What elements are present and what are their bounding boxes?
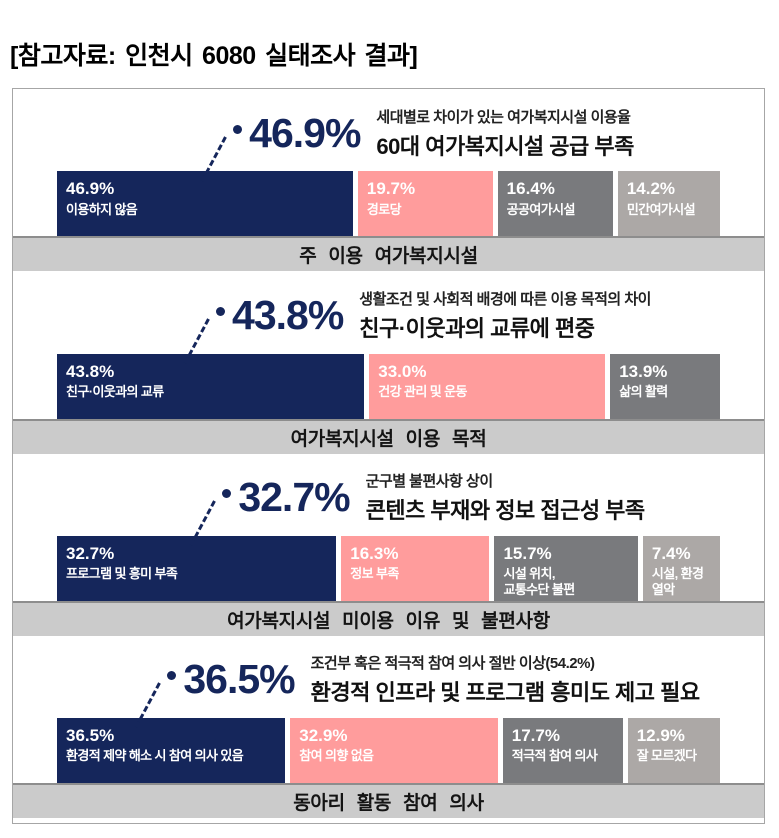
highlight-percent: 46.9%	[200, 109, 361, 182]
segment-label: 시설, 환경 열악	[651, 566, 704, 598]
panel-subtitle: 조건부 혹은 적극적 참여 의사 절반 이상(54.2%)	[310, 655, 595, 673]
highlight-percent: 36.5%	[135, 656, 296, 729]
segment-percent: 16.4%	[506, 179, 555, 199]
panel-subtitle: 생활조건 및 사회적 배경에 따른 이용 목적의 차이	[359, 290, 651, 308]
bar-segment: 17.7% 적극적 참여 의사	[502, 718, 623, 783]
segment-percent: 7.4%	[651, 543, 691, 563]
highlight-percent-value: 36.5%	[183, 656, 295, 703]
page-title: [참고자료: 인천시 6080 실태조사 결과]	[10, 42, 418, 70]
panel-header: 43.8% 생활조건 및 사회적 배경에 따른 이용 목적의 차이 친구·이웃과…	[13, 271, 764, 364]
segment-percent: 19.7%	[366, 179, 416, 199]
survey-panel: 43.8% 생활조건 및 사회적 배경에 따른 이용 목적의 차이 친구·이웃과…	[13, 271, 764, 454]
bar-segment: 15.7% 시설 위치, 교통수단 불편	[494, 535, 638, 601]
highlight-percent-value: 43.8%	[232, 291, 344, 338]
panel-subtitle: 군구별 불편사항 상이	[365, 473, 494, 491]
bar-segment: 19.7% 경로당	[357, 171, 493, 237]
survey-panel: 46.9% 세대별로 차이가 있는 여가복지시설 이용율 60대 여가복지시설 …	[13, 89, 764, 272]
segment-percent: 43.8%	[66, 361, 115, 381]
segment-percent: 12.9%	[636, 726, 685, 745]
segment-percent: 32.9%	[299, 726, 348, 745]
bar-segment: 32.9% 참여 의향 없음	[290, 718, 498, 783]
segment-label: 건강 관리 및 운동	[378, 383, 467, 399]
connector-dot-icon	[233, 124, 243, 134]
segment-percent: 46.9%	[66, 179, 115, 199]
panel-header-text: 세대별로 차이가 있는 여가복지시설 이용율 60대 여가복지시설 공급 부족	[376, 106, 634, 161]
segment-percent: 17.7%	[511, 726, 560, 745]
segment-label: 적극적 참여 의사	[511, 748, 598, 764]
survey-panel: 36.5% 조건부 혹은 적극적 참여 의사 절반 이상(54.2%) 환경적 …	[13, 636, 764, 818]
panel-title: 콘텐츠 부재와 정보 접근성 부족	[365, 498, 646, 524]
panel-header-text: 생활조건 및 사회적 배경에 따른 이용 목적의 차이 친구·이웃과의 교류에 …	[359, 288, 651, 343]
segment-label: 경로당	[366, 201, 402, 217]
bar-segment: 14.2% 민간여가시설	[617, 171, 720, 237]
segment-label: 정보 부족	[350, 566, 399, 582]
survey-panel: 32.7% 군구별 불편사항 상이 콘텐츠 부재와 정보 접근성 부족 32.7…	[13, 454, 764, 636]
segment-percent: 16.3%	[350, 543, 399, 563]
bar-segment: 12.9% 잘 모르겠다	[627, 718, 720, 783]
connector-dot-icon	[222, 489, 232, 499]
panel-caption: 주 이용 여가복지시설	[13, 236, 764, 272]
segment-percent: 14.2%	[626, 179, 676, 199]
connector-dot-icon	[216, 306, 226, 316]
segment-percent: 33.0%	[378, 361, 427, 381]
panel-caption: 동아리 활동 참여 의사	[13, 783, 764, 818]
panel-caption: 여가복지시설 미이용 이유 및 불편사항	[13, 600, 764, 636]
segment-label: 참여 의향 없음	[299, 748, 374, 764]
stacked-bar: 43.8% 친구·이웃과의 교류 33.0% 건강 관리 및 운동 13.9% …	[57, 353, 720, 419]
segment-label: 민간여가시설	[626, 201, 696, 217]
panel-header: 46.9% 세대별로 차이가 있는 여가복지시설 이용율 60대 여가복지시설 …	[13, 89, 764, 182]
segment-label: 공공여가시설	[506, 201, 576, 217]
segment-label: 친구·이웃과의 교류	[66, 383, 164, 399]
segment-label: 프로그램 및 흥미 부족	[66, 566, 178, 582]
bar-segment: 7.4% 시설, 환경 열악	[642, 535, 720, 601]
highlight-percent: 32.7%	[190, 474, 351, 546]
segment-label: 환경적 제약 해소 시 참여 의사 있음	[66, 748, 244, 764]
panel-header: 36.5% 조건부 혹은 적극적 참여 의사 절반 이상(54.2%) 환경적 …	[13, 636, 764, 729]
segment-label: 시설 위치, 교통수단 불편	[503, 566, 575, 598]
bar-segment: 32.7% 프로그램 및 흥미 부족	[57, 535, 337, 601]
panel-header-text: 군구별 불편사항 상이 콘텐츠 부재와 정보 접근성 부족	[365, 470, 646, 525]
bar-segment: 16.4% 공공여가시설	[497, 171, 613, 237]
segment-label: 잘 모르겠다	[636, 748, 697, 764]
panel-title: 환경적 인프라 및 프로그램 흥미도 제고 필요	[310, 680, 701, 706]
segment-percent: 15.7%	[503, 543, 552, 563]
highlight-percent-value: 46.9%	[249, 109, 361, 156]
highlight-percent-value: 32.7%	[238, 474, 350, 521]
segment-label: 삶의 활력	[619, 383, 668, 399]
bar-segment: 43.8% 친구·이웃과의 교류	[57, 353, 365, 419]
segment-percent: 36.5%	[66, 726, 115, 745]
segment-label: 이용하지 않음	[66, 201, 138, 217]
board: 46.9% 세대별로 차이가 있는 여가복지시설 이용율 60대 여가복지시설 …	[12, 88, 765, 824]
panel-header-text: 조건부 혹은 적극적 참여 의사 절반 이상(54.2%) 환경적 인프라 및 …	[310, 652, 701, 707]
bar-segment: 16.3% 정보 부족	[341, 535, 490, 601]
panel-subtitle: 세대별로 차이가 있는 여가복지시설 이용율	[376, 108, 631, 126]
stacked-bar: 36.5% 환경적 제약 해소 시 참여 의사 있음 32.9% 참여 의향 없…	[57, 718, 720, 783]
bar-segment: 33.0% 건강 관리 및 운동	[369, 353, 606, 419]
panel-header: 32.7% 군구별 불편사항 상이 콘텐츠 부재와 정보 접근성 부족	[13, 454, 764, 546]
stacked-bar: 32.7% 프로그램 및 흥미 부족 16.3% 정보 부족 15.7% 시설 …	[57, 535, 720, 601]
panel-caption: 여가복지시설 이용 목적	[13, 418, 764, 454]
panel-title: 친구·이웃과의 교류에 편중	[359, 315, 595, 341]
connector-dot-icon	[167, 671, 177, 681]
panel-title: 60대 여가복지시설 공급 부족	[376, 133, 634, 159]
highlight-percent: 43.8%	[183, 291, 344, 364]
bar-segment: 46.9% 이용하지 않음	[57, 171, 353, 237]
segment-percent: 32.7%	[66, 543, 115, 563]
stacked-bar: 46.9% 이용하지 않음 19.7% 경로당 16.4% 공공여가시설 14.…	[57, 171, 720, 237]
bar-segment: 36.5% 환경적 제약 해소 시 참여 의사 있음	[57, 718, 286, 783]
segment-percent: 13.9%	[619, 361, 668, 381]
bar-segment: 13.9% 삶의 활력	[610, 353, 720, 419]
